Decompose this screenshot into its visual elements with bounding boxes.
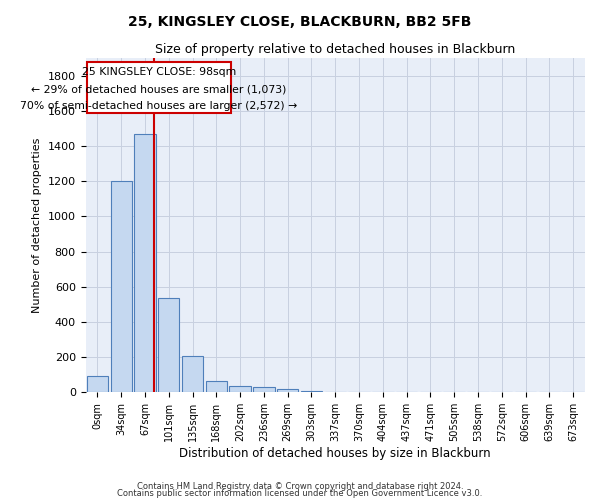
Bar (87, 376, 108, 392)
Bar (182, 356, 203, 392)
Text: 70% of semi-detached houses are larger (2,572) →: 70% of semi-detached houses are larger (… (20, 100, 297, 110)
Bar (158, 298, 179, 392)
Bar (134, 134, 155, 392)
Bar (253, 387, 275, 392)
Y-axis label: Number of detached properties: Number of detached properties (32, 138, 42, 313)
Text: ← 29% of detached houses are smaller (1,073): ← 29% of detached houses are smaller (1,… (31, 84, 286, 94)
FancyBboxPatch shape (87, 62, 230, 112)
Title: Size of property relative to detached houses in Blackburn: Size of property relative to detached ho… (155, 42, 515, 56)
X-axis label: Distribution of detached houses by size in Blackburn: Distribution of detached houses by size … (179, 447, 491, 460)
Text: 25, KINGSLEY CLOSE, BLACKBURN, BB2 5FB: 25, KINGSLEY CLOSE, BLACKBURN, BB2 5FB (128, 15, 472, 29)
Bar (277, 388, 298, 392)
Text: Contains HM Land Registry data © Crown copyright and database right 2024.: Contains HM Land Registry data © Crown c… (137, 482, 463, 491)
Bar (301, 391, 322, 392)
Bar (206, 381, 227, 392)
Text: 25 KINGSLEY CLOSE: 98sqm: 25 KINGSLEY CLOSE: 98sqm (82, 67, 236, 77)
Bar (110, 181, 132, 392)
Bar (229, 386, 251, 392)
Text: Contains public sector information licensed under the Open Government Licence v3: Contains public sector information licen… (118, 489, 482, 498)
